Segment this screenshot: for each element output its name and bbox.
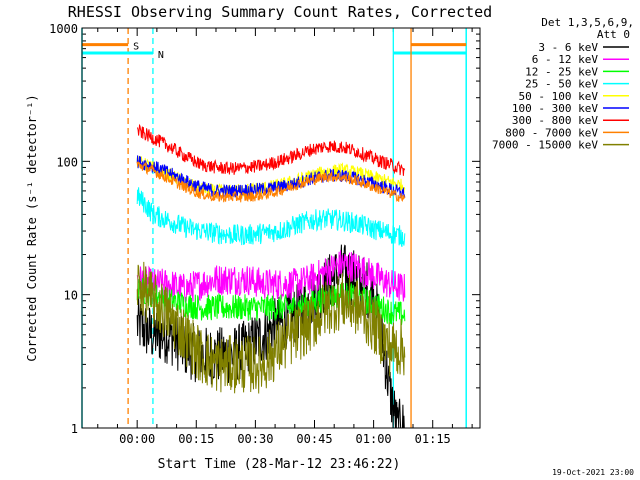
x-axis-label: Start Time (28-Mar-12 23:46:22) xyxy=(158,457,401,472)
y-tick-label: 1000 xyxy=(49,22,78,36)
legend-entry-label: 7000 - 15000 keV xyxy=(492,139,598,152)
legend-header-line-2: Att 0 xyxy=(597,28,630,41)
x-tick-label: 00:15 xyxy=(178,432,214,446)
x-tick-label: 00:45 xyxy=(296,432,332,446)
series-line-100-300kev xyxy=(136,155,406,199)
x-tick-label: 01:00 xyxy=(356,432,392,446)
y-tick-label: 1 xyxy=(71,422,78,436)
series-line-800-7000kev xyxy=(136,161,406,203)
x-tick-label: 00:30 xyxy=(237,432,273,446)
legend-entry-label: 3 - 6 keV xyxy=(538,41,598,54)
legend-entry-label: 6 - 12 keV xyxy=(532,53,599,66)
legend-entry-label: 12 - 25 keV xyxy=(525,65,598,78)
legend-entry-label: 300 - 800 keV xyxy=(512,114,598,127)
plot-frame xyxy=(81,27,481,429)
legend-entry-label: 25 - 50 keV xyxy=(525,78,598,91)
annotation-label: N xyxy=(158,50,164,61)
legend-header-line-1: Det 1,3,5,6,9, xyxy=(541,16,634,29)
series-line-6-12kev xyxy=(136,250,406,303)
series-line-12-25kev xyxy=(136,277,406,326)
y-axis-label: Corrected Count Rate (s⁻¹ detector⁻¹) xyxy=(25,94,39,361)
annotation-label: S xyxy=(133,42,139,53)
legend-entry-label: 50 - 100 keV xyxy=(519,90,599,103)
x-tick-label: 01:15 xyxy=(415,432,451,446)
series-line-300-800kev xyxy=(136,123,406,176)
legend-entry-label: 800 - 7000 keV xyxy=(505,126,598,139)
series-line-7000-15000kev xyxy=(136,261,406,394)
y-tick-label: 100 xyxy=(56,155,78,169)
chart-title: RHESSI Observing Summary Count Rates, Co… xyxy=(68,3,492,21)
x-tick-label: 00:00 xyxy=(119,432,155,446)
footer-date: 19-Oct-2021 23:00 xyxy=(552,468,634,477)
y-tick-label: 10 xyxy=(64,289,78,303)
series-line-25-50kev xyxy=(136,187,406,247)
legend-entry-label: 100 - 300 keV xyxy=(512,102,598,115)
